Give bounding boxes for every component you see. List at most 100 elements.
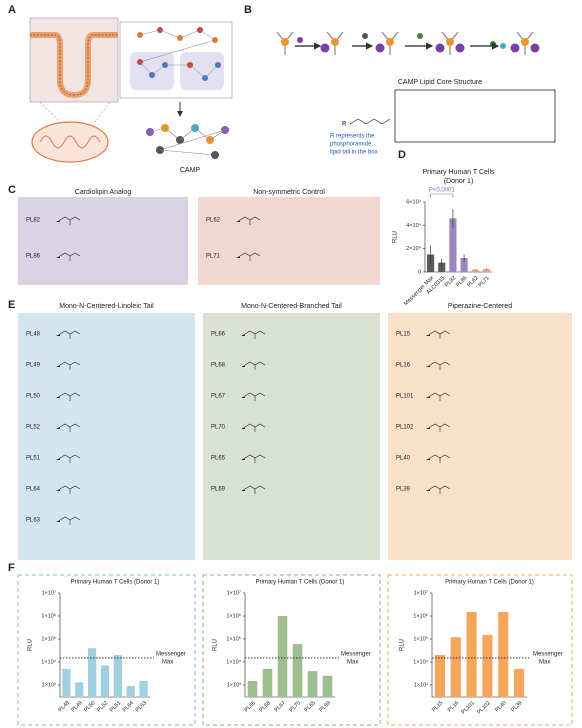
wedge — [56, 427, 60, 429]
bond — [159, 29, 181, 39]
panel-label: B — [244, 4, 252, 16]
y-tick-label: 2×10⁴ — [406, 245, 421, 252]
headgroup — [429, 423, 451, 432]
group-title: Mono-N-Centered-Linoleic Tail — [59, 303, 154, 310]
compound-label: PL65 — [211, 456, 226, 462]
bar — [466, 611, 477, 697]
headgroup — [429, 361, 451, 370]
teal-group — [500, 43, 506, 49]
x-tick-label: PL71 — [478, 275, 491, 288]
purple-group — [455, 43, 465, 53]
compound-label: PL63 — [26, 518, 41, 524]
bar — [100, 665, 110, 697]
y-tick-label: 1×10⁵ — [413, 635, 428, 642]
bar — [450, 637, 461, 697]
bar — [438, 262, 446, 272]
panel-e-box — [388, 313, 572, 560]
core-chain — [349, 118, 391, 125]
purple-group — [435, 43, 445, 53]
x-tick-label: PL39 — [510, 700, 523, 713]
compound-label: PL15 — [396, 332, 411, 338]
wedge — [241, 334, 245, 336]
compound-label: PL82 — [26, 218, 41, 224]
wedge — [426, 458, 430, 460]
x-tick-label: PL62 — [466, 275, 479, 288]
bar — [126, 686, 135, 697]
bar — [113, 655, 122, 697]
reference-label: Messenger — [341, 652, 371, 658]
x-tick-label: PL64 — [122, 700, 135, 713]
purple-group — [375, 43, 385, 53]
panel-b-art — [349, 89, 556, 143]
wedge — [426, 334, 430, 336]
membrane-inset — [29, 17, 119, 103]
wedge — [241, 458, 245, 460]
headgroup — [59, 485, 81, 494]
compound-label: PL64 — [26, 487, 41, 493]
compound-label: PL67 — [211, 394, 226, 400]
panel-label: D — [398, 149, 406, 161]
headgroup — [59, 330, 81, 339]
headgroup — [429, 330, 451, 339]
wedge — [236, 256, 240, 258]
core — [331, 38, 339, 46]
bond — [159, 129, 226, 151]
y-axis-label: RLU — [28, 639, 34, 651]
headgroup — [59, 392, 81, 401]
compound-label: PL39 — [396, 487, 411, 493]
wedge — [56, 365, 60, 367]
x-tick-label: PL69 — [319, 700, 332, 713]
headgroup — [244, 361, 266, 370]
bar — [322, 675, 333, 697]
mitochondrion — [31, 121, 109, 163]
membrane-lipids — [30, 34, 118, 96]
x-tick-label: PL63 — [135, 700, 148, 713]
y-tick-label: 1×10⁶ — [41, 612, 56, 619]
bond — [139, 39, 216, 63]
headgroup — [59, 361, 81, 370]
y-axis-label: RLU — [213, 639, 219, 651]
wedge — [241, 489, 245, 491]
y-tick-label: 1×10⁷ — [227, 589, 241, 596]
purple-group — [320, 43, 330, 53]
bar — [482, 634, 493, 697]
core-box — [394, 89, 556, 143]
bond — [204, 64, 219, 79]
headgroup — [429, 454, 451, 463]
r-note: R represents the — [330, 134, 375, 140]
headgroup — [429, 485, 451, 494]
y-tick-label: 6×10⁴ — [406, 198, 421, 205]
group-title: Cardiolipin Analog — [75, 189, 132, 196]
network-bg — [180, 52, 224, 90]
y-tick-label: 1×10⁴ — [41, 658, 56, 665]
y-tick-label: 1×10³ — [42, 682, 56, 688]
headgroup — [244, 485, 266, 494]
panel-label: C — [8, 184, 16, 196]
bar — [434, 655, 445, 697]
chart-title: Primary Human T Cells (Donor 1) — [256, 580, 345, 586]
wedge — [241, 427, 245, 429]
headgroup — [59, 216, 81, 225]
compound-label: PL40 — [396, 456, 411, 462]
group-title: Non-symmetric Control — [253, 189, 325, 196]
x-tick-label: PL66 — [244, 700, 257, 713]
core — [446, 38, 454, 46]
y-tick-label: 1×10³ — [227, 682, 241, 688]
reference-label: Max — [539, 660, 550, 666]
bar — [277, 615, 288, 697]
headgroup — [239, 252, 261, 261]
y-axis-label: RLU — [400, 639, 406, 651]
compound-label: PL48 — [26, 332, 41, 338]
x-tick-label: PL15 — [431, 700, 444, 713]
r-note: lipid tail in the box — [330, 150, 378, 156]
reagent — [362, 33, 368, 39]
x-tick-label: PL67 — [274, 700, 287, 713]
wedge — [56, 334, 60, 336]
bond — [179, 29, 201, 39]
bond — [189, 64, 206, 79]
compound-label: PL50 — [26, 394, 41, 400]
atom — [161, 124, 169, 132]
compound-label: PL101 — [396, 394, 414, 400]
